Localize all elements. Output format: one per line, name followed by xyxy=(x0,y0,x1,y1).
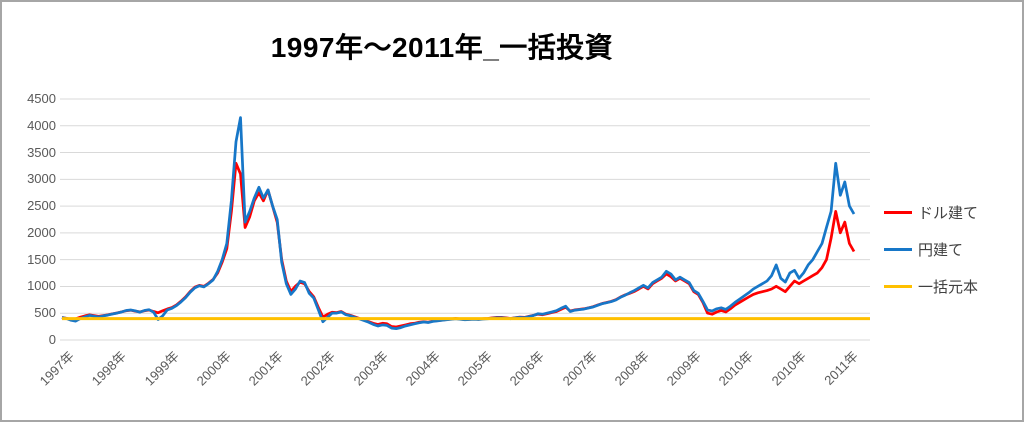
legend-label-dollar: ドル建て xyxy=(918,204,979,222)
y-tick-label: 1500 xyxy=(27,251,56,267)
dollar-line-swatch-icon xyxy=(884,210,912,214)
legend-item-yen: 円建て xyxy=(884,238,978,260)
legend: ドル建て 円建て 一括元本 xyxy=(884,201,978,312)
legend-label-yen: 円建て xyxy=(918,241,964,259)
y-tick-label: 4000 xyxy=(27,117,56,133)
legend-item-principal: 一括元本 xyxy=(884,275,978,297)
legend-label-principal: 一括元本 xyxy=(918,278,979,296)
series-line-yen xyxy=(61,116,856,330)
y-tick-label: 0 xyxy=(48,332,56,347)
y-tick-label: 4500 xyxy=(27,91,56,106)
y-tick-label: 2500 xyxy=(27,198,56,214)
y-tick-label: 3500 xyxy=(27,144,56,160)
y-tick-label: 3000 xyxy=(27,171,56,187)
y-tick-label: 1000 xyxy=(27,278,56,294)
legend-item-dollar: ドル建て xyxy=(884,201,978,223)
y-tick-label: 2000 xyxy=(27,224,56,240)
yen-line-swatch-icon xyxy=(884,247,912,251)
y-tick-label: 500 xyxy=(34,305,56,321)
chart-title: 1997年～2011年_一括投資 xyxy=(270,32,614,63)
principal-line-swatch-icon xyxy=(884,284,912,288)
